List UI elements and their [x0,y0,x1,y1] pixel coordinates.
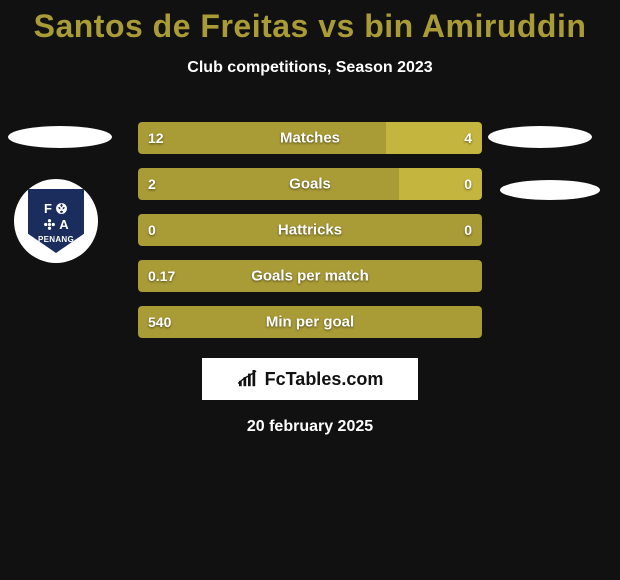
stat-value-right: 4 [464,130,472,146]
stat-label: Matches [280,130,340,147]
shield-label: PENANG [38,235,74,244]
stat-bar: 0 0 Hattricks [138,214,482,246]
team-logo-left: F A PENANG [14,179,98,263]
soccer-ball-icon [55,202,68,215]
date-text: 20 february 2025 [0,418,620,436]
stat-label: Goals per match [251,268,369,285]
shield-letter-a: A [59,218,68,231]
stat-bar: 540 Min per goal [138,306,482,338]
stat-value-right: 0 [464,222,472,238]
placeholder-ellipse-top-right [488,126,592,148]
stats-column: 12 4 Matches 2 0 Goals 0 0 Hattricks 0.17 Goals pe… [138,122,482,352]
shield-letter-f: F [44,202,52,215]
stat-value-left: 0.17 [148,268,175,284]
stat-label: Goals [289,176,331,193]
subtitle: Club competitions, Season 2023 [0,59,620,77]
stat-label: Hattricks [278,222,342,239]
stat-value-left: 540 [148,314,171,330]
stat-bar: 2 0 Goals [138,168,482,200]
brand-name: FcTables.com [265,369,384,390]
stat-value-left: 0 [148,222,156,238]
stat-label: Min per goal [266,314,354,331]
brand-badge: FcTables.com [202,358,418,400]
page-title: Santos de Freitas vs bin Amiruddin [0,0,620,45]
shield-icon: F A PENANG [28,189,84,253]
stat-value-left: 2 [148,176,156,192]
stat-bar: 12 4 Matches [138,122,482,154]
stat-fill-left [138,168,399,200]
placeholder-ellipse-right-2 [500,180,600,200]
flower-icon [43,218,56,231]
stat-value-left: 12 [148,130,164,146]
bar-chart-icon [237,370,259,388]
stat-bar: 0.17 Goals per match [138,260,482,292]
stat-fill-left [138,122,386,154]
stat-value-right: 0 [464,176,472,192]
placeholder-ellipse-top-left [8,126,112,148]
